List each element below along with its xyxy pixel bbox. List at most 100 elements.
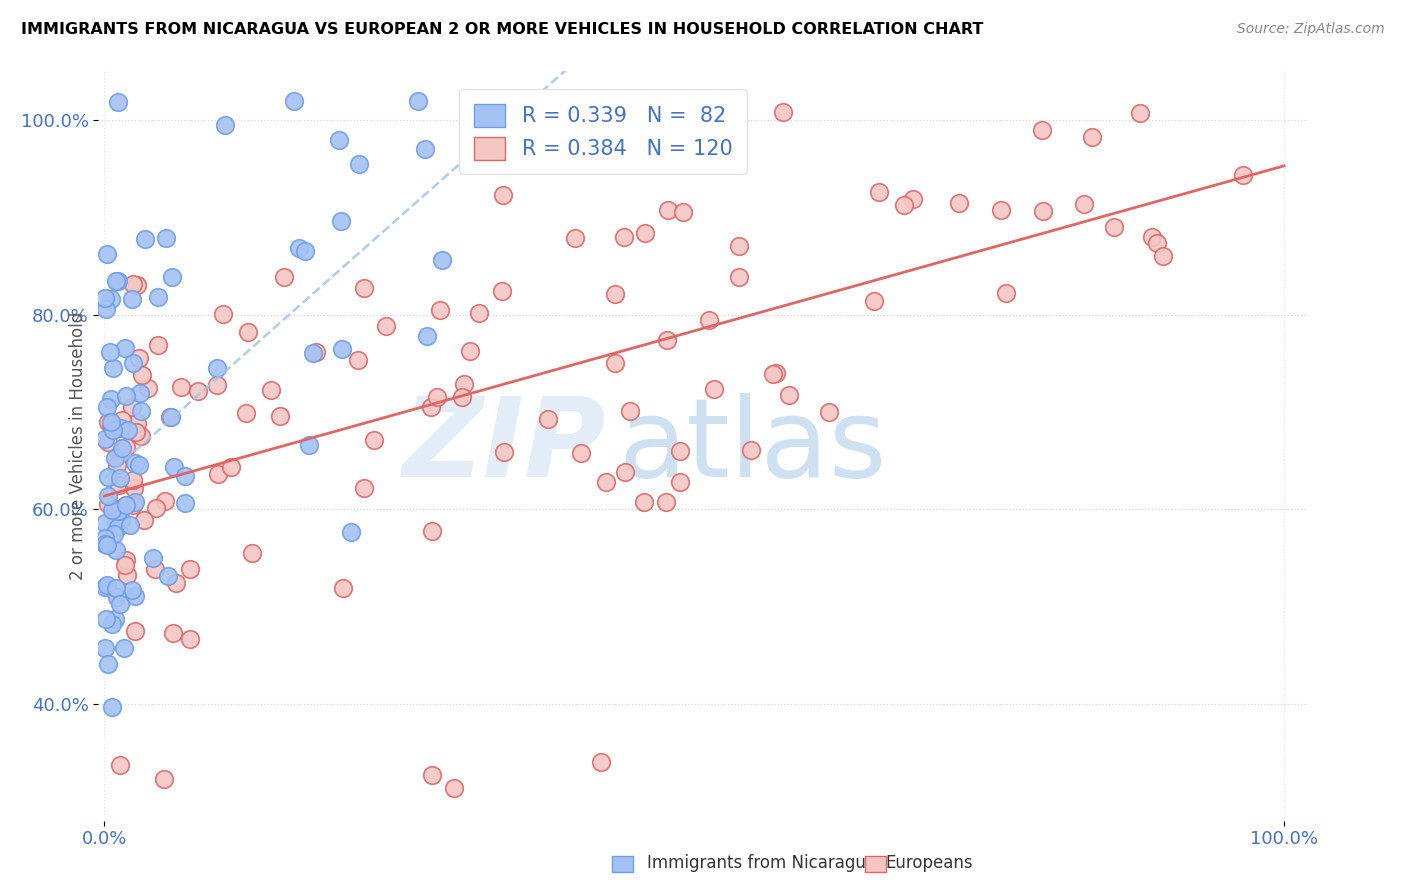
Point [703,382,725,396]
Point [125,417,148,431]
Point [107,274,129,288]
Point [207,360,229,375]
Point [108,478,131,492]
Point [569,446,592,460]
Point [165,576,187,591]
Point [283,94,305,108]
Point [134,232,156,246]
Point [619,403,641,417]
Point [136,381,159,395]
Point [406,94,429,108]
Point [305,344,328,359]
Point [375,319,398,334]
Point [107,95,129,109]
Point [207,378,229,392]
Point [97,469,120,483]
Point [1104,220,1126,235]
Point [174,496,197,510]
Point [127,278,149,293]
Point [720,97,742,112]
Point [94,580,117,594]
Point [96,301,118,316]
Point [108,597,131,611]
Point [430,253,453,268]
Point [669,475,692,489]
Point [96,246,118,260]
Point [429,302,451,317]
Point [94,640,117,655]
Point [347,353,370,368]
Point [1080,130,1102,145]
Point [107,504,129,518]
Point [353,481,375,495]
Point [672,205,695,219]
Point [420,400,443,414]
Point [340,524,363,539]
Point [100,417,122,431]
Point [115,553,138,567]
Point [120,518,142,533]
Point [129,429,152,443]
Point [740,442,762,457]
Point [124,495,146,509]
Point [94,516,117,530]
Point [159,409,181,424]
Point [134,513,156,527]
Point [111,441,134,455]
Point [330,343,353,357]
Point [868,185,890,199]
Point [187,384,209,398]
Point [214,119,236,133]
Point [101,699,124,714]
Point [219,460,242,475]
Point [97,488,120,502]
Point [104,501,127,516]
Point [901,192,924,206]
Point [995,286,1018,301]
Point [179,632,201,647]
Point [328,133,350,147]
Point [862,293,884,308]
Point [697,312,720,326]
Point [948,195,970,210]
Point [443,781,465,796]
Point [121,277,143,291]
Point [128,458,150,472]
Point [96,577,118,591]
Point [330,214,353,228]
Point [633,494,655,508]
Point [728,269,751,284]
Point [94,292,117,306]
Point [160,409,183,424]
Point [294,244,316,258]
Point [728,239,751,253]
Point [453,377,475,392]
Text: Immigrants from Nicaragua: Immigrants from Nicaragua [647,855,876,872]
Point [114,558,136,572]
Point [153,494,176,508]
Point [1140,229,1163,244]
Point [100,292,122,306]
Point [818,405,841,419]
Legend: R = 0.339   N =  82, R = 0.384   N = 120: R = 0.339 N = 82, R = 0.384 N = 120 [460,89,748,174]
Point [146,337,169,351]
Point [121,400,143,414]
Point [595,475,617,489]
Point [121,292,143,306]
Point [1031,122,1053,136]
Point [115,498,138,512]
Point [103,526,125,541]
Point [112,640,135,655]
Point [94,432,117,446]
Point [145,500,167,515]
Text: ZIP: ZIP [402,392,606,500]
Point [121,498,143,512]
Point [128,351,150,365]
Point [105,590,128,604]
Text: IMMIGRANTS FROM NICARAGUA VS EUROPEAN 2 OR MORE VEHICLES IN HOUSEHOLD CORRELATIO: IMMIGRANTS FROM NICARAGUA VS EUROPEAN 2 … [21,22,983,37]
Point [114,389,136,403]
Point [143,562,166,576]
Point [94,535,117,549]
Point [298,438,321,452]
Point [1146,236,1168,251]
